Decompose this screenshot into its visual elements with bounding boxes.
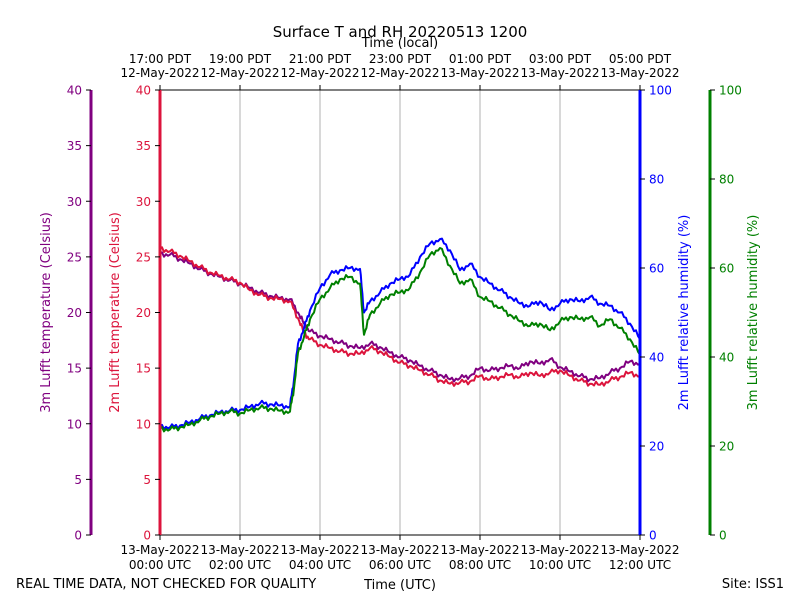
y-tick-label: 25 (67, 250, 82, 264)
grid-lines (239, 90, 561, 535)
y-tick-label: 60 (719, 262, 734, 276)
bottom-axis-label: Time (UTC) (363, 578, 436, 593)
x-tick-label-pdt: 01:00 PDT (449, 52, 512, 66)
x-tick-label-utc: 08:00 UTC (449, 558, 511, 572)
y-tick-label: 40 (136, 84, 151, 98)
x-tick-label-pdt: 05:00 PDT (609, 52, 672, 66)
y-axis-label-t3m: 3m Lufft temperature (Celsius) (39, 212, 54, 413)
x-tick-label-pdt: 03:00 PDT (529, 52, 592, 66)
quality-disclaimer: REAL TIME DATA, NOT CHECKED FOR QUALITY (16, 577, 316, 592)
y-axis-label-t2m: 2m Lufft temperature (Celsius) (108, 212, 123, 413)
x-tick-label-local-date: 12-May-2022 (280, 66, 359, 80)
x-tick-label-utc: 06:00 UTC (369, 558, 431, 572)
y-axis-t2m: 0 5 10 15 20 25 30 35 40 2m Lufft temperature (Ce… (108, 84, 162, 543)
y-tick-label: 10 (67, 417, 82, 431)
y-tick-label: 5 (143, 473, 151, 487)
y-tick-label: 15 (136, 362, 151, 376)
series-line-rh2m (159, 237, 641, 431)
y-tick-label: 0 (74, 529, 82, 543)
y-tick-label: 20 (136, 306, 151, 320)
x-tick-label-date: 13-May-2022 (440, 543, 519, 557)
chart-title: Surface T and RH 20220513 1200 (273, 23, 528, 41)
y-axis-label-rh2m: 2m Lufft relative humidity (%) (677, 215, 692, 411)
y-axis-rh3m: 0 20 40 60 80 100 3m Lufft relative humidity (… (708, 84, 761, 543)
y-tick-label: 20 (67, 306, 82, 320)
y-tick-label: 5 (74, 473, 82, 487)
x-tick-label-local-date: 12-May-2022 (200, 66, 279, 80)
y-tick-label: 60 (649, 262, 664, 276)
y-tick-label: 100 (649, 84, 672, 98)
x-tick-label-utc: 04:00 UTC (289, 558, 351, 572)
y-tick-label: 30 (67, 195, 82, 209)
y-tick-label: 30 (136, 195, 151, 209)
y-tick-label: 0 (719, 529, 727, 543)
x-tick-label-utc: 12:00 UTC (609, 558, 671, 572)
y-tick-label: 100 (719, 84, 742, 98)
y-tick-label: 20 (719, 440, 734, 454)
x-tick-label-date: 13-May-2022 (200, 543, 279, 557)
x-tick-label-local-date: 13-May-2022 (440, 66, 519, 80)
series-line-t2m (159, 246, 641, 387)
y-tick-label: 15 (67, 362, 82, 376)
x-tick-label-local-date: 12-May-2022 (120, 66, 199, 80)
y-tick-label: 40 (649, 351, 664, 365)
x-tick-label-utc: 00:00 UTC (129, 558, 191, 572)
x-tick-label-pdt: 17:00 PDT (129, 52, 192, 66)
x-tick-label-local-date: 13-May-2022 (600, 66, 679, 80)
x-tick-label-local-date: 12-May-2022 (360, 66, 439, 80)
x-tick-label-date: 13-May-2022 (520, 543, 599, 557)
top-axis-label: Time (local) (361, 36, 438, 51)
x-tick-label-date: 13-May-2022 (360, 543, 439, 557)
x-tick-label-date: 13-May-2022 (280, 543, 359, 557)
y-tick-label: 40 (719, 351, 734, 365)
y-tick-label: 80 (649, 173, 664, 187)
x-tick-label-utc: 10:00 UTC (529, 558, 591, 572)
y-tick-label: 10 (136, 417, 151, 431)
y-tick-label: 40 (67, 84, 82, 98)
series-layer (159, 237, 641, 433)
x-tick-label-pdt: 21:00 PDT (289, 52, 352, 66)
y-tick-label: 25 (136, 250, 151, 264)
site-label: Site: ISS1 (722, 577, 784, 592)
y-axis-label-rh3m: 3m Lufft relative humidity (%) (746, 215, 761, 411)
x-tick-label-local-date: 13-May-2022 (520, 66, 599, 80)
x-tick-label-date: 13-May-2022 (120, 543, 199, 557)
y-tick-label: 35 (136, 139, 151, 153)
y-tick-label: 0 (143, 529, 151, 543)
y-tick-label: 35 (67, 139, 82, 153)
x-tick-label-utc: 02:00 UTC (209, 558, 271, 572)
x-tick-label-pdt: 23:00 PDT (369, 52, 432, 66)
y-tick-label: 20 (649, 440, 664, 454)
y-tick-label: 80 (719, 173, 734, 187)
x-tick-label-pdt: 19:00 PDT (209, 52, 272, 66)
y-tick-label: 0 (649, 529, 657, 543)
series-line-rh3m (159, 247, 641, 433)
y-axis-t3m: 0 5 10 15 20 25 30 35 40 3m Lufft temperature (Ce… (39, 84, 93, 543)
x-tick-label-date: 13-May-2022 (600, 543, 679, 557)
y-axis-rh2m: 0 20 40 60 80 100 2m Lufft relative humidity (… (638, 84, 692, 543)
